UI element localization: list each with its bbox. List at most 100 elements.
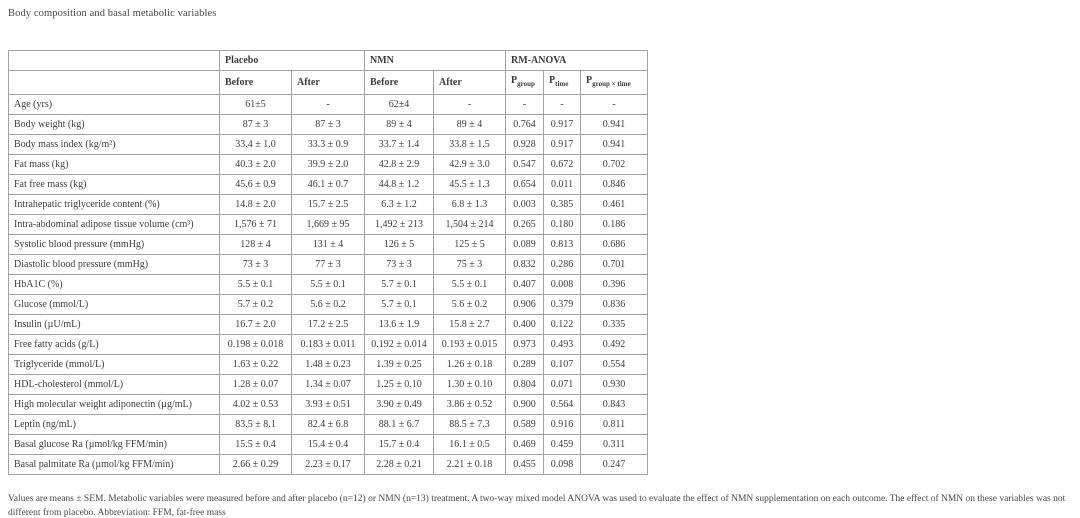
cell-value: 46.1 ± 0.7 bbox=[290, 174, 366, 195]
cell-value: 0.836 bbox=[580, 294, 649, 315]
row-label: Basal glucose Ra (µmol/kg FFM/min) bbox=[8, 434, 220, 455]
cell-value: 126 ± 5 bbox=[364, 234, 435, 255]
table-body: Age (yrs) 61±5-62±4- - - - Body weight (kg) 87… bbox=[8, 94, 649, 475]
cell-value: 0.193 ± 0.015 bbox=[433, 334, 507, 355]
cell-value: 0.973 bbox=[505, 334, 545, 355]
header-group-nmn: NMN bbox=[364, 50, 507, 71]
cell-value: 6.8 ± 1.3 bbox=[433, 194, 507, 215]
cell-value: 6.3 ± 1.2 bbox=[364, 194, 435, 215]
cell-value: 0.686 bbox=[580, 234, 649, 255]
cell-value: 0.379 bbox=[543, 294, 582, 315]
cell-value: 14.8 ± 2.0 bbox=[219, 194, 292, 215]
cell-value: - bbox=[433, 94, 507, 115]
cell-value: 45.6 ± 0.9 bbox=[219, 174, 292, 195]
cell-value: 5.5 ± 0.1 bbox=[433, 274, 507, 295]
row-label: Systolic blood pressure (mmHg) bbox=[8, 234, 220, 255]
cell-value: 0.198 ± 0.018 bbox=[219, 334, 292, 355]
cell-value: 33.3 ± 0.9 bbox=[290, 134, 366, 155]
cell-value: 0.008 bbox=[543, 274, 582, 295]
cell-value: 1.30 ± 0.10 bbox=[433, 374, 507, 395]
cell-value: - bbox=[505, 94, 545, 115]
cell-value: 0.917 bbox=[543, 114, 582, 135]
cell-value: 15.7 ± 2.5 bbox=[290, 194, 366, 215]
cell-value: 33.7 ± 1.4 bbox=[364, 134, 435, 155]
table-row: Basal palmitate Ra (µmol/kg FFM/min) 2.66… bbox=[8, 454, 649, 475]
cell-value: 73 ± 3 bbox=[364, 254, 435, 275]
cell-value: 42.8 ± 2.9 bbox=[364, 154, 435, 175]
cell-value: 0.493 bbox=[543, 334, 582, 355]
cell-value: 87 ± 3 bbox=[290, 114, 366, 135]
subheader-placebo-after: After bbox=[290, 70, 366, 95]
subheader-nmn-before: Before bbox=[364, 70, 435, 95]
metabolic-variables-table: Placebo NMN RM-ANOVA Before After Before… bbox=[8, 50, 649, 475]
cell-value: 5.7 ± 0.1 bbox=[364, 294, 435, 315]
cell-value: 0.107 bbox=[543, 354, 582, 375]
row-label: Body weight (kg) bbox=[8, 114, 220, 135]
cell-value: 0.589 bbox=[505, 414, 545, 435]
cell-value: 0.098 bbox=[543, 454, 582, 475]
cell-value: 0.011 bbox=[543, 174, 582, 195]
cell-value: 0.335 bbox=[580, 314, 649, 335]
cell-value: 1,576 ± 71 bbox=[219, 214, 292, 235]
cell-value: 15.4 ± 0.4 bbox=[290, 434, 366, 455]
cell-value: 125 ± 5 bbox=[433, 234, 507, 255]
row-label: Age (yrs) bbox=[8, 94, 220, 115]
cell-value: 0.832 bbox=[505, 254, 545, 275]
cell-value: 2.23 ± 0.17 bbox=[290, 454, 366, 475]
cell-value: 88.1 ± 6.7 bbox=[364, 414, 435, 435]
row-label: Leptin (ng/mL) bbox=[8, 414, 220, 435]
cell-value: 2.28 ± 0.21 bbox=[364, 454, 435, 475]
cell-value: 3.90 ± 0.49 bbox=[364, 394, 435, 415]
cell-value: 15.7 ± 0.4 bbox=[364, 434, 435, 455]
cell-value: 1,669 ± 95 bbox=[290, 214, 366, 235]
cell-value: 75 ± 3 bbox=[433, 254, 507, 275]
cell-value: - bbox=[290, 94, 366, 115]
cell-value: 0.654 bbox=[505, 174, 545, 195]
table-row: Free fatty acids (g/L) 0.198 ± 0.018 0.183… bbox=[8, 334, 649, 355]
cell-value: 0.900 bbox=[505, 394, 545, 415]
subheader-p-group-x-time: Pgroup × time bbox=[580, 70, 649, 95]
cell-value: 42.9 ± 3.0 bbox=[433, 154, 507, 175]
table-row: Fat mass (kg) 40.3 ± 2.0 39.9 ± 2.0 42.8 ± … bbox=[8, 154, 649, 175]
table-title: Body composition and basal metabolic var… bbox=[8, 8, 217, 19]
table-row: Intrahepatic triglyceride content (%) 14.… bbox=[8, 194, 649, 215]
subheader-placebo-before: Before bbox=[219, 70, 292, 95]
table-row: Glucose (mmol/L) 5.7 ± 0.2 5.6 ± 0.2 5.7 ± … bbox=[8, 294, 649, 315]
cell-value: 40.3 ± 2.0 bbox=[219, 154, 292, 175]
cell-value: 33.4 ± 1.0 bbox=[219, 134, 292, 155]
cell-value: 0.672 bbox=[543, 154, 582, 175]
row-label: Glucose (mmol/L) bbox=[8, 294, 220, 315]
table-row: HDL-cholesterol (mmol/L) 1.28 ± 0.07 1.34 … bbox=[8, 374, 649, 395]
cell-value: 16.7 ± 2.0 bbox=[219, 314, 292, 335]
cell-value: 0.385 bbox=[543, 194, 582, 215]
cell-value: 1.26 ± 0.18 bbox=[433, 354, 507, 375]
cell-value: 44.8 ± 1.2 bbox=[364, 174, 435, 195]
row-label: Basal palmitate Ra (µmol/kg FFM/min) bbox=[8, 454, 220, 475]
cell-value: 45.5 ± 1.3 bbox=[433, 174, 507, 195]
cell-value: 1,504 ± 214 bbox=[433, 214, 507, 235]
cell-value: 88.5 ± 7.3 bbox=[433, 414, 507, 435]
cell-value: 0.071 bbox=[543, 374, 582, 395]
cell-value: 89 ± 4 bbox=[364, 114, 435, 135]
cell-value: 0.289 bbox=[505, 354, 545, 375]
cell-value: 0.396 bbox=[580, 274, 649, 295]
cell-value: 1.28 ± 0.07 bbox=[219, 374, 292, 395]
table-row: Systolic blood pressure (mmHg) 128 ± 4 131… bbox=[8, 234, 649, 255]
cell-value: 1,492 ± 213 bbox=[364, 214, 435, 235]
table-footnote: Values are means ± SEM. Metabolic variab… bbox=[8, 494, 1066, 518]
cell-value: 0.564 bbox=[543, 394, 582, 415]
cell-value: 0.701 bbox=[580, 254, 649, 275]
cell-value: 77 ± 3 bbox=[290, 254, 366, 275]
cell-value: 0.183 ± 0.011 bbox=[290, 334, 366, 355]
table-row: Triglyceride (mmol/L) 1.63 ± 0.22 1.48 ± 0… bbox=[8, 354, 649, 375]
subheader-nmn-after: After bbox=[433, 70, 507, 95]
cell-value: 1.63 ± 0.22 bbox=[219, 354, 292, 375]
cell-value: 131 ± 4 bbox=[290, 234, 366, 255]
table-row: Diastolic blood pressure (mmHg) 73 ± 3 77 … bbox=[8, 254, 649, 275]
row-label: Body mass index (kg/m²) bbox=[8, 134, 220, 155]
cell-value: 0.811 bbox=[580, 414, 649, 435]
cell-value: 39.9 ± 2.0 bbox=[290, 154, 366, 175]
cell-value: - bbox=[543, 94, 582, 115]
table-row: Fat free mass (kg) 45.6 ± 0.9 46.1 ± 0.7 44… bbox=[8, 174, 649, 195]
